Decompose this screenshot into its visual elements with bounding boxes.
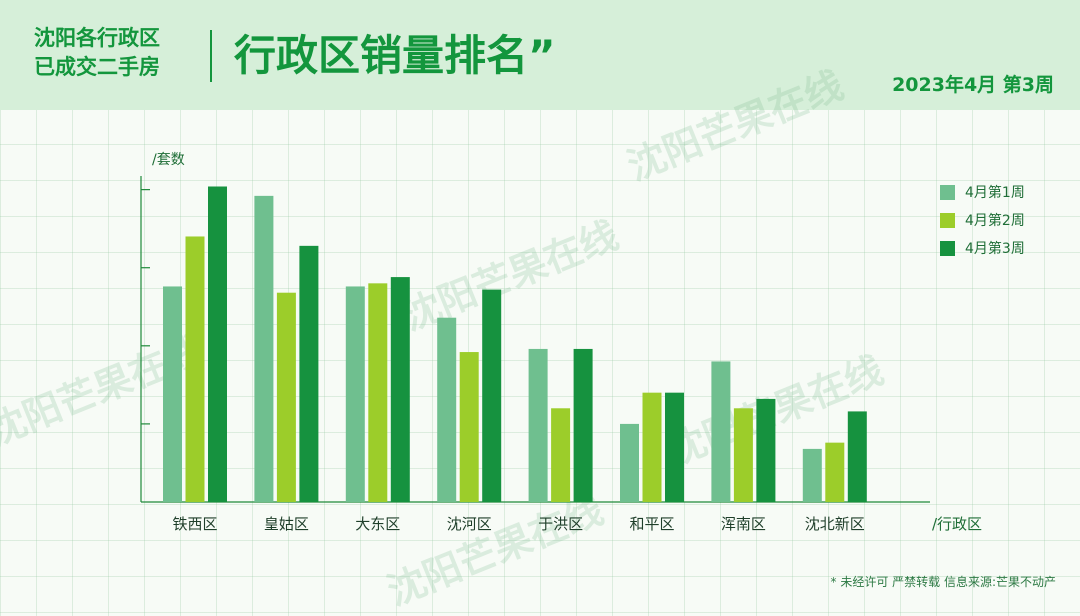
bar [368, 283, 388, 502]
legend-item: 4月第3周 [940, 234, 1060, 262]
legend-item: 4月第2周 [940, 206, 1060, 234]
bar [733, 408, 753, 502]
bar [756, 398, 776, 502]
bar [163, 286, 182, 502]
bar [528, 348, 548, 502]
header-subtitle: 沈阳各行政区 已成交二手房 [34, 24, 199, 82]
bar [802, 448, 822, 502]
bar [573, 348, 593, 502]
bar [208, 186, 227, 502]
week-label: 2023年4月 第3周 [892, 74, 1054, 96]
legend-swatch [940, 240, 955, 256]
bar [711, 361, 731, 502]
page-title: 行政区销量排名” [234, 31, 556, 80]
x-axis-label: /行政区 [932, 515, 982, 533]
bar [551, 408, 571, 502]
legend-swatch [940, 184, 955, 200]
legend-label: 4月第3周 [965, 241, 1025, 257]
header-banner: 沈阳各行政区 已成交二手房 行政区销量排名” 2023年4月 第3周 [0, 0, 1080, 110]
header-subtitle-line1: 沈阳各行政区 [34, 26, 160, 50]
x-tick-label: 沈北新区 [805, 515, 865, 533]
bar [345, 286, 365, 502]
y-axis-label: /套数 [152, 152, 185, 168]
legend-swatch [940, 212, 955, 228]
header-divider [210, 30, 212, 82]
x-tick-label: 浑南区 [721, 515, 766, 533]
bar [847, 411, 867, 502]
bar [459, 352, 479, 502]
x-tick-label: 铁西区 [172, 515, 217, 533]
bar [620, 423, 639, 502]
bar [642, 392, 662, 502]
x-tick-label: 和平区 [629, 515, 674, 533]
bar [437, 317, 457, 502]
bar [276, 292, 296, 502]
bar [299, 245, 319, 502]
bar [825, 442, 845, 502]
header-subtitle-line2: 已成交二手房 [34, 55, 160, 79]
x-tick-label: 皇姑区 [264, 515, 309, 533]
bar [482, 289, 502, 502]
bar [390, 277, 410, 502]
x-tick-label: 沈河区 [447, 515, 492, 533]
bar [665, 392, 684, 502]
legend-label: 4月第2周 [965, 213, 1025, 229]
legend-label: 4月第1周 [965, 185, 1025, 201]
chart-legend: 4月第1周 4月第2周 4月第3周 [940, 178, 1060, 262]
footer-note: * 未经许可 严禁转载 信息来源:芒果不动产 [830, 575, 1057, 589]
x-tick-label: 于洪区 [538, 515, 583, 533]
bar [185, 236, 205, 502]
legend-item: 4月第1周 [940, 178, 1060, 206]
x-tick-label: 大东区 [355, 515, 400, 533]
bar [254, 195, 274, 502]
